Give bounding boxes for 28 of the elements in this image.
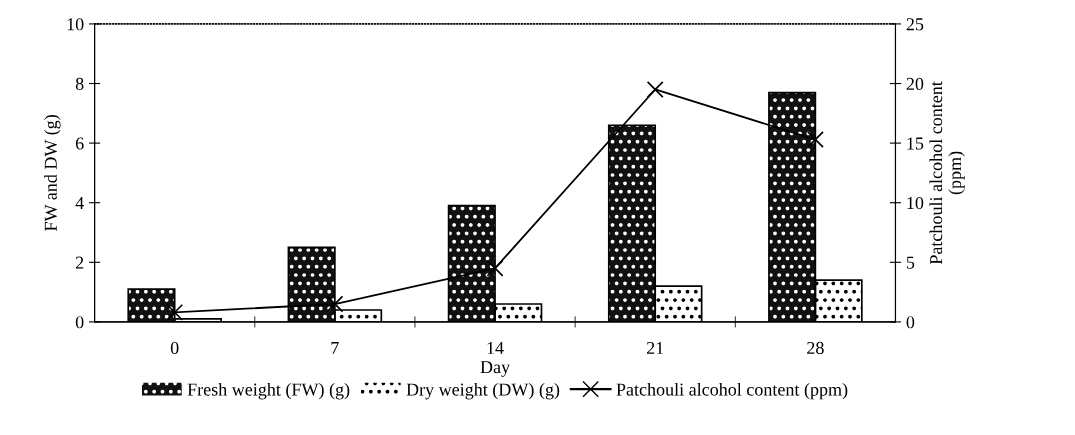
point — [166, 303, 184, 321]
x-axis-title: Day — [480, 361, 511, 377]
y2-tick-label: 20 — [906, 77, 924, 90]
point — [486, 259, 504, 277]
y-tick-label: 6 — [75, 137, 84, 150]
x-tick-label: 7 — [331, 342, 339, 354]
x-tick-label: 28 — [807, 341, 824, 355]
y-tick-label: 2 — [75, 256, 84, 269]
x-tick-label: 0 — [170, 341, 179, 355]
y-axis-title: FW and DW (g) — [44, 115, 61, 231]
y2-tick-label: 5 — [906, 256, 915, 269]
legend-label: Patchouli alcohol content (ppm) — [616, 382, 848, 400]
x-tick-label: 14 — [487, 341, 504, 354]
y2-tick-label: 25 — [906, 18, 924, 31]
y-tick-label: 0 — [75, 316, 84, 329]
y2-axis-title: Patchouli alcohol content (ppm) — [929, 81, 965, 265]
point — [806, 131, 824, 149]
x-tick-label: 21 — [646, 341, 664, 354]
y2-tick-label: 15 — [907, 137, 924, 150]
legend-label: Dry weight (DW) (g) — [406, 382, 560, 400]
point — [326, 295, 344, 313]
y-tick-label: 4 — [75, 197, 84, 209]
y-tick-label: 10 — [67, 18, 84, 31]
y-tick-label: 8 — [75, 77, 84, 90]
legend-label: Fresh weight (FW) (g) — [187, 382, 350, 400]
y2-tick-label: 10 — [907, 196, 924, 210]
y2-tick-label: 0 — [906, 316, 915, 329]
point — [646, 81, 664, 98]
